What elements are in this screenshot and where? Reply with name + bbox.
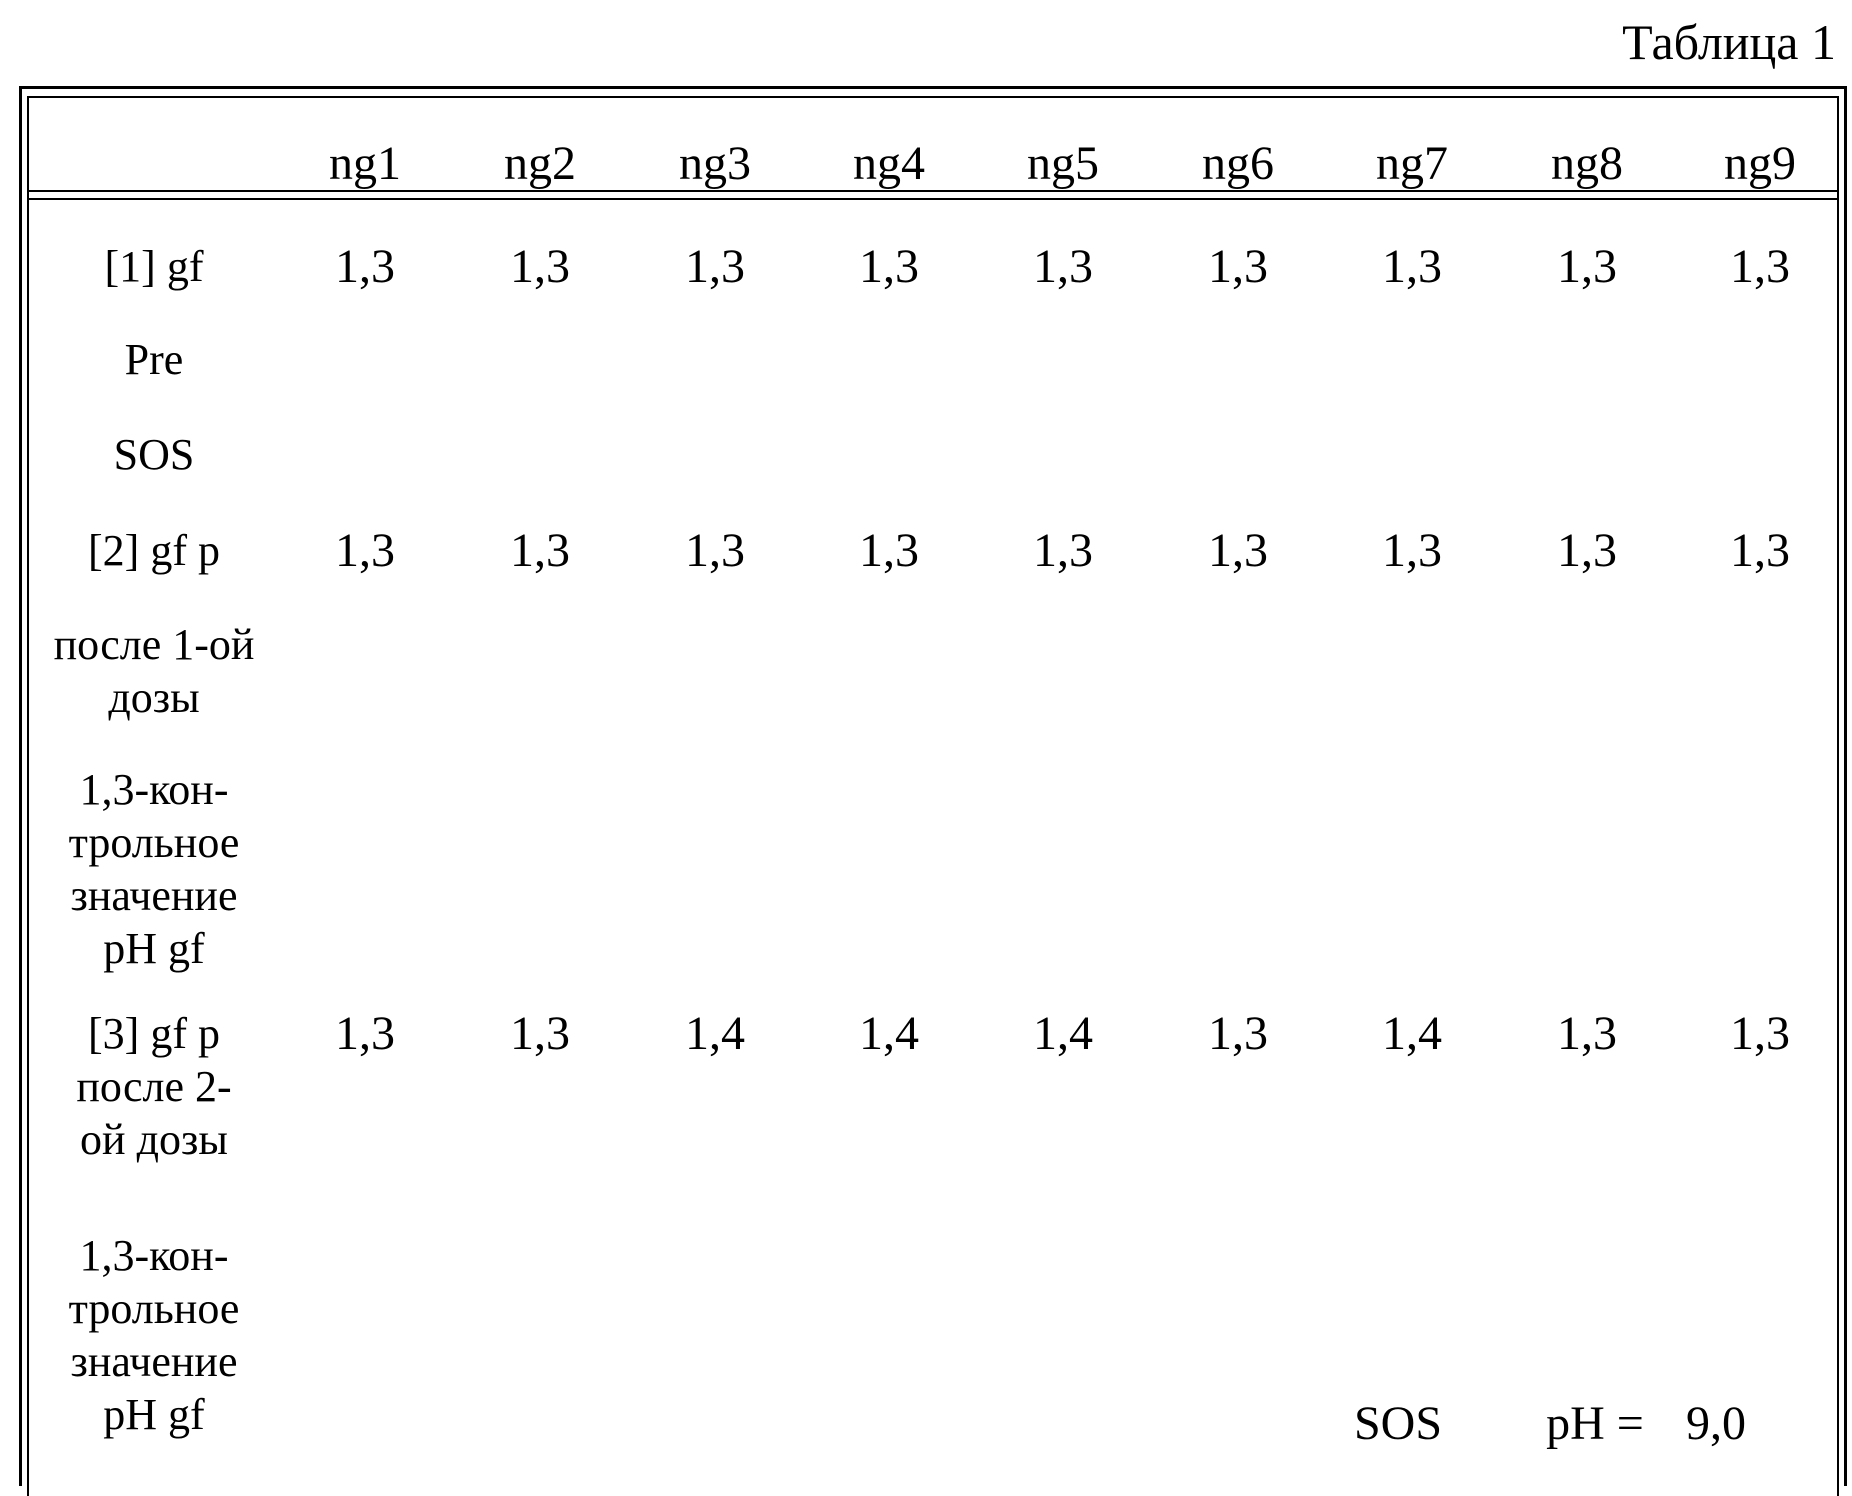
table-cell: 1,3 — [1357, 240, 1467, 294]
row-label-line: pH gf — [34, 922, 274, 975]
table-cell: 1,3 — [834, 524, 944, 578]
table-cell: 1,3 — [485, 240, 595, 294]
column-header-ng2: ng2 — [485, 137, 595, 191]
row-label-multiline: 1,3-кон- трольное значение pH gf — [34, 1229, 274, 1441]
table-cell: 1,3 — [660, 524, 770, 578]
column-header-ng4: ng4 — [834, 137, 944, 191]
row-label-line: трольное — [34, 1282, 274, 1335]
table-cell: 1,4 — [660, 1007, 770, 1061]
row-label: Pre — [34, 333, 274, 386]
table-cell: 1,3 — [310, 240, 420, 294]
column-header-ng9: ng9 — [1705, 137, 1815, 191]
table-cell: 1,3 — [660, 240, 770, 294]
table-cell: 1,3 — [1705, 240, 1815, 294]
table-cell: 1,3 — [1183, 524, 1293, 578]
column-header-ng1: ng1 — [310, 137, 420, 191]
footer-ph-value: 9,0 — [1666, 1397, 1766, 1451]
table-cell: 1,3 — [310, 1007, 420, 1061]
row-label-line: значение — [34, 869, 274, 922]
row-label: [2] gf p — [34, 524, 274, 577]
column-header-ng3: ng3 — [660, 137, 770, 191]
table-inner-border — [27, 96, 1839, 1496]
header-divider-double — [27, 198, 1839, 200]
table-cell: 1,3 — [485, 524, 595, 578]
column-header-ng5: ng5 — [1008, 137, 1118, 191]
table-cell: 1,3 — [1532, 1007, 1642, 1061]
footer-ph-label: pH = — [1530, 1397, 1660, 1451]
footer-label: SOS — [1338, 1397, 1458, 1451]
column-header-ng6: ng6 — [1183, 137, 1293, 191]
row-label-line: ой дозы — [34, 1113, 274, 1166]
table-cell: 1,4 — [1008, 1007, 1118, 1061]
row-label: SOS — [34, 428, 274, 481]
row-label-multiline: 1,3-кон- трольное значение pH gf — [34, 763, 274, 975]
row-label-line: трольное — [34, 816, 274, 869]
table-cell: 1,3 — [834, 240, 944, 294]
table-cell: 1,3 — [1008, 240, 1118, 294]
row-label-line: [3] gf p — [34, 1007, 274, 1060]
table-cell: 1,3 — [1705, 524, 1815, 578]
table-cell: 1,3 — [485, 1007, 595, 1061]
table-cell: 1,3 — [1183, 240, 1293, 294]
column-header-ng8: ng8 — [1532, 137, 1642, 191]
row-label-multiline: [3] gf p после 2- ой дозы — [34, 1007, 274, 1166]
table-cell: 1,4 — [1357, 1007, 1467, 1061]
table-cell: 1,3 — [1532, 524, 1642, 578]
table-cell: 1,3 — [1357, 524, 1467, 578]
row-label-line: дозы — [34, 671, 274, 724]
table-cell: 1,3 — [310, 524, 420, 578]
row-label-line: 1,3-кон- — [34, 763, 274, 816]
row-label-line: после 1-ой — [34, 618, 274, 671]
table-caption: Таблица 1 — [1622, 12, 1836, 72]
row-label-line: значение — [34, 1335, 274, 1388]
row-label: [1] gf — [34, 240, 274, 293]
table-cell: 1,3 — [1532, 240, 1642, 294]
table-cell: 1,3 — [1008, 524, 1118, 578]
column-header-ng7: ng7 — [1357, 137, 1467, 191]
row-label-line: после 2- — [34, 1060, 274, 1113]
table-cell: 1,3 — [1183, 1007, 1293, 1061]
table-cell: 1,3 — [1705, 1007, 1815, 1061]
row-label-line: 1,3-кон- — [34, 1229, 274, 1282]
row-label-line: pH gf — [34, 1388, 274, 1441]
row-label-multiline: после 1-ой дозы — [34, 618, 274, 724]
table-cell: 1,4 — [834, 1007, 944, 1061]
